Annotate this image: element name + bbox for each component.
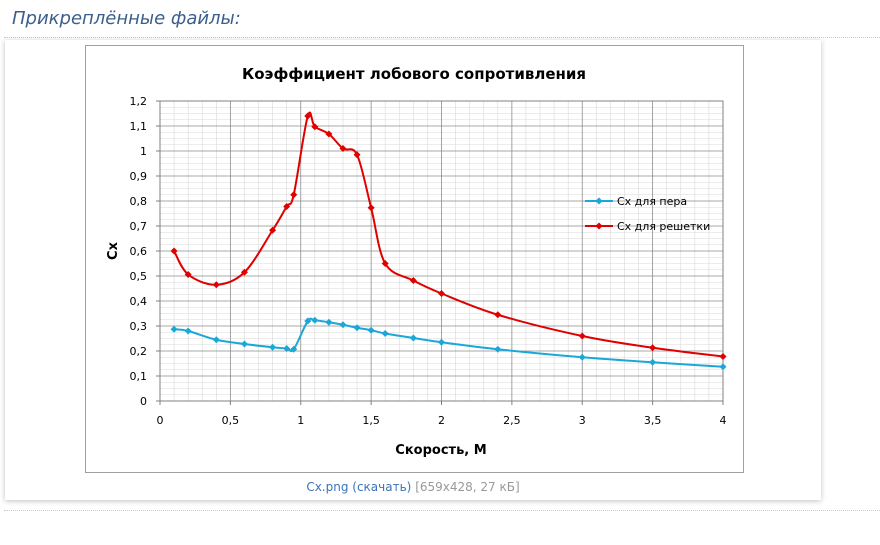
legend-entry: Сх для пера	[585, 195, 687, 208]
x-tick-label: 3,5	[644, 414, 662, 427]
legend-marker	[595, 197, 603, 205]
x-tick-label: 2	[438, 414, 445, 427]
series-line	[173, 111, 724, 358]
y-tick-label: 1,2	[130, 95, 148, 108]
data-point	[649, 358, 657, 366]
chart-legend: Сх для пера Сх для решетки	[585, 195, 710, 233]
data-point	[304, 317, 312, 325]
data-point	[353, 151, 361, 159]
x-tick-label: 0,5	[222, 414, 240, 427]
data-point	[339, 145, 347, 152]
attachment-card: 0 0,1 0,2 0,3 0,4 0,5 0,6 0,7 0,8 0,9 1 1,1 1,2 0 0,5…	[5, 40, 821, 500]
x-tick-label: 1	[297, 414, 304, 427]
data-point	[290, 191, 298, 199]
data-point	[649, 344, 657, 352]
y-tick-label: 0,3	[130, 320, 148, 333]
y-tick-label: 0,9	[130, 170, 148, 183]
data-point	[353, 324, 361, 332]
data-point	[494, 345, 502, 353]
data-point	[381, 330, 389, 337]
y-tick-label: 0,7	[130, 220, 148, 233]
plot-axes	[156, 100, 724, 405]
legend-marker	[595, 222, 603, 230]
data-point	[212, 336, 220, 344]
data-point	[184, 271, 192, 278]
data-point	[283, 203, 291, 210]
top-divider	[4, 37, 880, 38]
legend-entry: Сх для решетки	[585, 220, 710, 233]
x-tick-label: 1,5	[362, 414, 380, 427]
data-point	[339, 321, 347, 329]
data-point	[578, 332, 586, 340]
x-tick-label: 0	[157, 414, 164, 427]
data-point	[719, 353, 727, 360]
section-title: Прикреплённые файлы:	[12, 8, 241, 29]
y-tick-label: 0,5	[130, 270, 148, 283]
data-point	[170, 325, 178, 333]
data-point	[269, 343, 277, 351]
attachment-caption: Cx.png (скачать) [659x428, 27 кБ]	[5, 480, 821, 494]
y-tick-label: 1	[140, 145, 147, 158]
bottom-divider	[4, 510, 880, 511]
data-point	[240, 340, 248, 348]
legend-label: Сх для решетки	[617, 220, 710, 233]
x-tick-label: 2,5	[503, 414, 521, 427]
data-point	[240, 268, 248, 276]
x-tick-label: 3	[579, 414, 586, 427]
x-tick-label: 4	[720, 414, 727, 427]
data-point	[381, 260, 389, 267]
y-tick-label: 0	[140, 395, 147, 408]
data-point	[283, 345, 291, 352]
data-point	[311, 123, 319, 131]
data-point	[311, 316, 319, 324]
y-axis-label: Сх	[106, 241, 121, 260]
y-tick-label: 0,2	[130, 345, 148, 358]
x-tick-labels: 0 0,5 1 1,5 2 2,5 3 3,5 4	[157, 414, 727, 427]
data-point	[212, 281, 220, 289]
y-tick-label: 0,8	[130, 195, 148, 208]
data-point	[184, 327, 192, 335]
y-tick-label: 0,4	[130, 295, 148, 308]
data-point	[578, 353, 586, 361]
data-point	[269, 226, 277, 234]
series-line	[173, 317, 724, 368]
data-point	[290, 345, 298, 353]
series-1	[170, 316, 727, 371]
data-point	[494, 311, 502, 319]
file-meta: [659x428, 27 кБ]	[415, 480, 520, 494]
data-point	[304, 112, 312, 120]
data-point	[325, 318, 333, 326]
series-layer	[170, 111, 727, 371]
download-link[interactable]: Cx.png (скачать)	[306, 480, 412, 494]
data-point	[367, 326, 375, 334]
line-chart: 0 0,1 0,2 0,3 0,4 0,5 0,6 0,7 0,8 0,9 1 1,1 1,2 0 0,5…	[106, 65, 727, 458]
data-point	[170, 247, 178, 255]
y-tick-labels: 0 0,1 0,2 0,3 0,4 0,5 0,6 0,7 0,8 0,9 1 1,1 1,2	[130, 95, 148, 408]
y-tick-label: 0,6	[130, 245, 148, 258]
data-point	[409, 334, 417, 342]
y-tick-label: 1,1	[130, 120, 148, 133]
plot-area-border	[159, 100, 724, 402]
data-point	[367, 204, 375, 212]
data-point	[719, 363, 727, 371]
x-axis-label: Скорость, М	[395, 443, 486, 458]
legend-label: Сх для пера	[617, 195, 687, 208]
data-point	[409, 277, 417, 284]
data-point	[438, 338, 445, 346]
data-point	[438, 290, 445, 297]
chart-title: Коэффициент лобового сопротивления	[242, 65, 586, 83]
data-point	[325, 130, 333, 138]
y-tick-label: 0,1	[130, 370, 148, 383]
series-2	[170, 111, 727, 360]
chart-image[interactable]: 0 0,1 0,2 0,3 0,4 0,5 0,6 0,7 0,8 0,9 1 1,1 1,2 0 0,5…	[85, 45, 744, 473]
